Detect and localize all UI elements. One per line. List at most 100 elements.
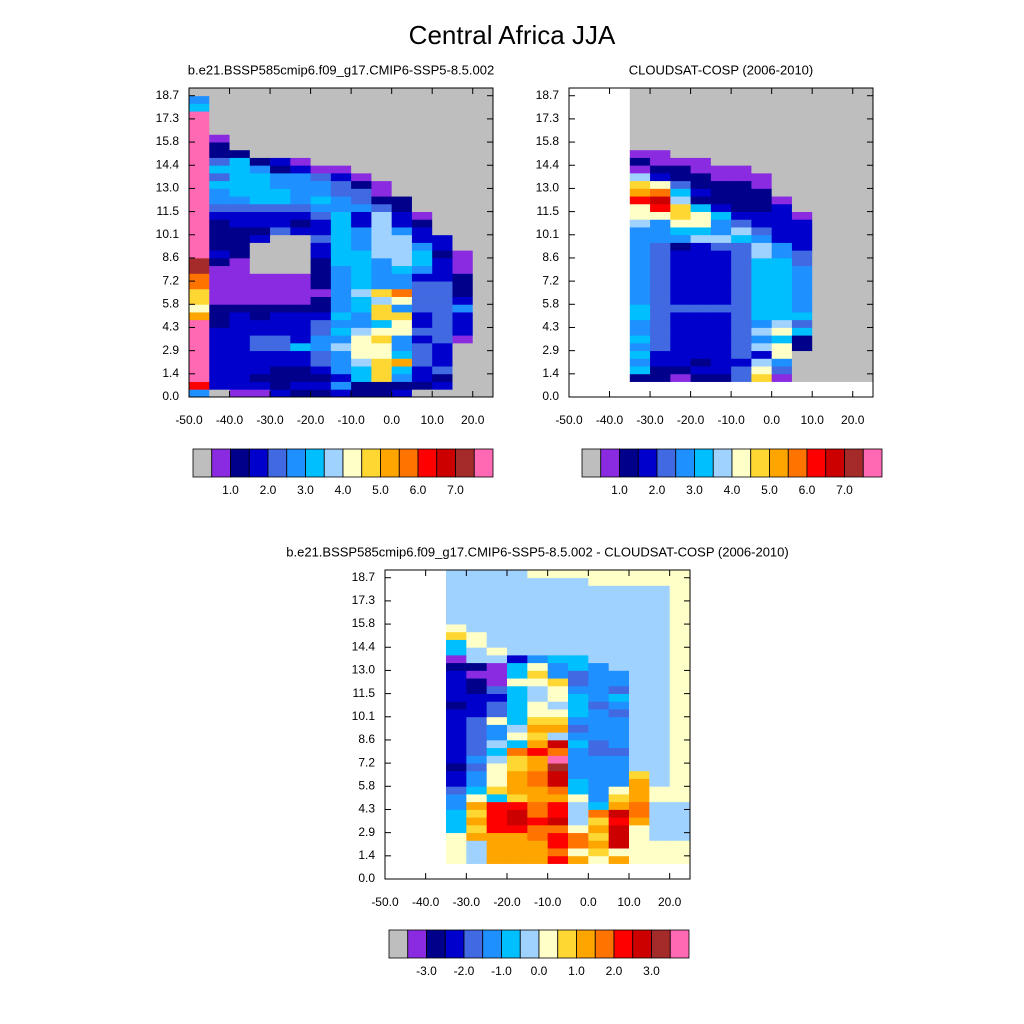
cell <box>547 848 569 857</box>
cell <box>432 373 453 382</box>
cell <box>608 693 630 702</box>
cell <box>507 716 528 725</box>
cell <box>650 118 671 128</box>
cell <box>791 319 813 328</box>
cell <box>690 157 712 166</box>
cell <box>446 832 467 841</box>
cell <box>466 693 488 702</box>
y-tick-label: 18.7 <box>536 88 560 102</box>
cell <box>391 157 413 166</box>
cell <box>670 250 691 259</box>
cell <box>209 366 230 375</box>
cell <box>629 709 650 718</box>
x-tick-label: -40.0 <box>412 895 440 909</box>
cell <box>209 188 230 197</box>
cell <box>669 616 691 625</box>
cell <box>649 794 671 803</box>
cell <box>812 335 833 344</box>
cell <box>568 763 589 772</box>
cell <box>852 142 874 151</box>
cell <box>650 103 671 112</box>
cell <box>270 381 291 390</box>
cell <box>270 250 291 259</box>
cell <box>527 585 549 594</box>
cell <box>371 250 393 259</box>
cell <box>629 763 650 772</box>
cell <box>432 95 453 104</box>
cell <box>330 95 352 104</box>
cell <box>432 389 453 398</box>
cell <box>330 157 352 166</box>
cell <box>446 693 467 702</box>
cell <box>229 165 251 174</box>
cell <box>229 257 251 267</box>
y-tick-label: 7.2 <box>542 273 559 287</box>
cell <box>229 118 251 128</box>
cell <box>432 180 453 189</box>
cell <box>731 234 752 243</box>
cell <box>568 716 589 725</box>
cell <box>310 126 332 135</box>
colorbar-label: 1.0 <box>568 964 585 978</box>
cell <box>330 381 352 390</box>
cell <box>371 172 393 182</box>
cell <box>832 211 854 220</box>
y-tick-label: 17.3 <box>156 111 180 125</box>
cell <box>650 111 671 120</box>
cell <box>507 739 528 749</box>
cell <box>290 381 311 390</box>
cell <box>629 593 650 602</box>
cell <box>771 257 793 267</box>
cell <box>588 670 610 679</box>
cell <box>472 234 494 243</box>
cell <box>486 608 508 617</box>
cell <box>608 809 630 818</box>
cell <box>812 227 833 236</box>
cell <box>507 616 528 625</box>
cell <box>527 570 549 579</box>
cell <box>650 227 671 236</box>
cell <box>310 366 332 375</box>
cell <box>189 358 210 367</box>
cell <box>330 111 352 120</box>
cell <box>832 165 854 174</box>
y-tick-label: 15.8 <box>352 616 376 630</box>
cell <box>486 600 508 610</box>
cell <box>371 358 393 367</box>
cell <box>527 693 549 702</box>
cell <box>249 327 271 336</box>
cell <box>290 342 311 352</box>
cell <box>832 327 854 336</box>
y-tick-label: 8.6 <box>358 732 375 746</box>
cell <box>391 142 413 151</box>
cell <box>472 288 494 297</box>
cell <box>229 126 251 135</box>
cell <box>650 319 671 328</box>
cell <box>351 373 372 382</box>
cell <box>446 585 467 594</box>
cell <box>588 693 610 702</box>
cell <box>771 366 793 375</box>
cell <box>411 142 433 151</box>
cell <box>466 747 488 756</box>
cell <box>629 647 650 656</box>
cell <box>391 180 413 189</box>
cell <box>832 257 854 267</box>
panel-title: b.e21.BSSP585cmip6.f09_g17.CMIP6-SSP5-8.… <box>286 544 788 559</box>
cell <box>189 203 210 212</box>
cell <box>466 678 488 687</box>
cell <box>290 257 311 267</box>
cell <box>588 585 610 594</box>
cell <box>650 342 671 352</box>
cell <box>629 312 651 321</box>
cell <box>209 211 230 220</box>
cell <box>270 281 291 290</box>
cell <box>670 342 691 352</box>
cell <box>189 281 210 290</box>
x-tick-label: 0.0 <box>383 413 400 427</box>
cell <box>832 88 854 97</box>
cell <box>710 188 732 197</box>
cell <box>290 219 311 228</box>
cell <box>189 389 210 398</box>
cell <box>229 157 251 166</box>
